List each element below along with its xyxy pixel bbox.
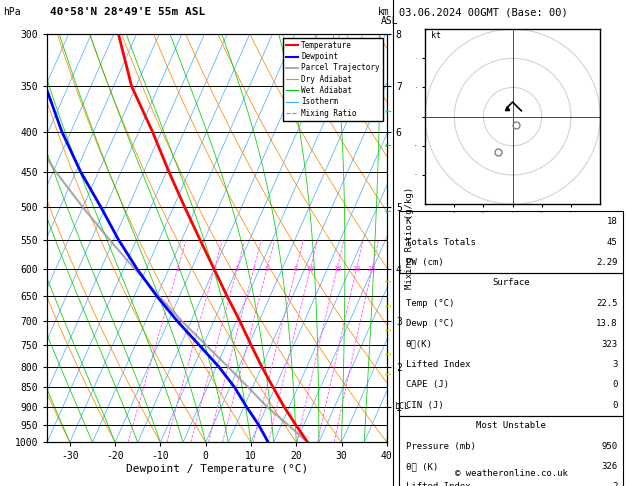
Text: 20: 20 bbox=[352, 266, 361, 272]
Text: 0: 0 bbox=[612, 381, 618, 389]
Text: 25: 25 bbox=[368, 266, 376, 272]
Text: PW (cm): PW (cm) bbox=[406, 258, 443, 267]
Text: 03.06.2024 00GMT (Base: 00): 03.06.2024 00GMT (Base: 00) bbox=[399, 7, 568, 17]
Text: ASL: ASL bbox=[381, 16, 398, 26]
Text: ←: ← bbox=[384, 326, 391, 335]
Text: 2: 2 bbox=[612, 483, 618, 486]
Text: 40°58'N 28°49'E 55m ASL: 40°58'N 28°49'E 55m ASL bbox=[50, 7, 206, 17]
Text: CAPE (J): CAPE (J) bbox=[406, 381, 448, 389]
Text: ←: ← bbox=[384, 350, 391, 360]
Text: © weatheronline.co.uk: © weatheronline.co.uk bbox=[455, 469, 567, 478]
Text: 3: 3 bbox=[235, 266, 239, 272]
Text: ←: ← bbox=[384, 277, 391, 287]
Text: 13.8: 13.8 bbox=[596, 319, 618, 328]
Text: Pressure (mb): Pressure (mb) bbox=[406, 442, 476, 451]
Text: 2.29: 2.29 bbox=[596, 258, 618, 267]
Y-axis label: Mixing Ratio (g/kg): Mixing Ratio (g/kg) bbox=[404, 187, 413, 289]
Text: ←: ← bbox=[384, 107, 391, 117]
Text: 10: 10 bbox=[306, 266, 314, 272]
Text: kt: kt bbox=[431, 31, 441, 40]
Legend: Temperature, Dewpoint, Parcel Trajectory, Dry Adiabat, Wet Adiabat, Isotherm, Mi: Temperature, Dewpoint, Parcel Trajectory… bbox=[283, 38, 383, 121]
Text: ←: ← bbox=[384, 369, 391, 379]
X-axis label: Dewpoint / Temperature (°C): Dewpoint / Temperature (°C) bbox=[126, 464, 308, 474]
Text: ←: ← bbox=[384, 207, 391, 216]
Text: ←: ← bbox=[384, 301, 391, 311]
Text: Lifted Index: Lifted Index bbox=[406, 360, 470, 369]
Text: 326: 326 bbox=[601, 462, 618, 471]
Text: 3: 3 bbox=[612, 360, 618, 369]
Text: 1: 1 bbox=[175, 266, 180, 272]
Text: K: K bbox=[406, 217, 411, 226]
Text: 22.5: 22.5 bbox=[596, 299, 618, 308]
Text: 18: 18 bbox=[607, 217, 618, 226]
Text: 5: 5 bbox=[265, 266, 269, 272]
Text: θᴇ (K): θᴇ (K) bbox=[406, 462, 438, 471]
Text: hPa: hPa bbox=[3, 7, 21, 17]
Text: CIN (J): CIN (J) bbox=[406, 401, 443, 410]
Text: 950: 950 bbox=[601, 442, 618, 451]
Text: Totals Totals: Totals Totals bbox=[406, 238, 476, 246]
Text: LCL: LCL bbox=[394, 402, 409, 411]
Text: ←: ← bbox=[384, 141, 391, 151]
Text: 45: 45 bbox=[607, 238, 618, 246]
Text: 323: 323 bbox=[601, 340, 618, 348]
Text: 4: 4 bbox=[252, 266, 256, 272]
Text: 8: 8 bbox=[294, 266, 298, 272]
Text: Most Unstable: Most Unstable bbox=[476, 421, 546, 430]
Text: 2: 2 bbox=[212, 266, 216, 272]
Text: Temp (°C): Temp (°C) bbox=[406, 299, 454, 308]
Text: km: km bbox=[377, 7, 389, 17]
Text: 15: 15 bbox=[333, 266, 341, 272]
Text: θᴇ(K): θᴇ(K) bbox=[406, 340, 433, 348]
Text: Surface: Surface bbox=[493, 278, 530, 287]
Text: Dewp (°C): Dewp (°C) bbox=[406, 319, 454, 328]
Text: 0: 0 bbox=[612, 401, 618, 410]
Text: Lifted Index: Lifted Index bbox=[406, 483, 470, 486]
